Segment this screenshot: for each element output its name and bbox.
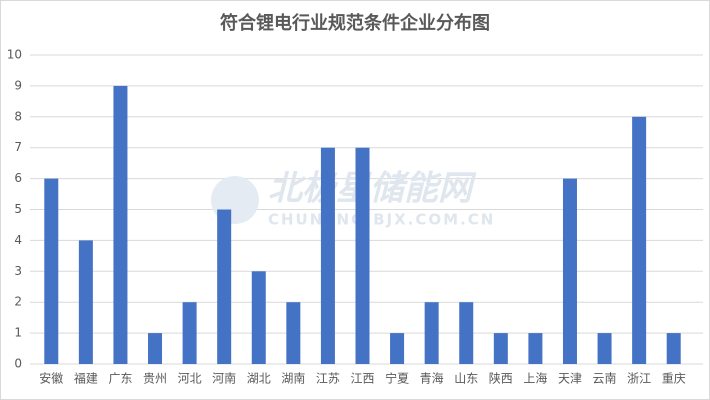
y-tick-label: 9 [14, 78, 22, 92]
x-tick-label: 上海 [523, 371, 547, 386]
x-tick-label: 陕西 [489, 371, 513, 386]
x-tick-label: 河南 [212, 371, 236, 386]
x-tick-label: 广东 [108, 372, 132, 386]
bar [390, 333, 405, 364]
y-tick-label: 0 [14, 357, 22, 371]
bar [217, 209, 232, 364]
x-tick-label: 天津 [558, 372, 582, 386]
bar [632, 116, 647, 364]
x-tick-label: 江苏 [316, 372, 340, 386]
bar [44, 178, 59, 364]
bar [355, 147, 370, 364]
x-tick-label: 湖北 [247, 371, 271, 386]
x-tick-label: 宁夏 [385, 371, 409, 386]
bar [424, 302, 439, 364]
y-tick-label: 10 [7, 48, 22, 62]
y-tick-label: 2 [14, 295, 22, 309]
bar [78, 240, 93, 364]
y-tick-label: 6 [14, 171, 22, 185]
y-tick-label: 8 [14, 109, 22, 123]
bar [597, 333, 612, 364]
x-tick-label: 安徽 [39, 371, 63, 386]
bar [148, 333, 163, 364]
x-tick-label: 湖南 [281, 371, 305, 386]
x-tick-label: 河北 [178, 372, 202, 386]
bar [320, 147, 335, 364]
bar [459, 302, 474, 364]
bar [251, 271, 266, 364]
bar [562, 178, 577, 364]
bar [113, 85, 128, 365]
x-tick-label: 江西 [350, 372, 374, 386]
bar [528, 333, 543, 364]
bar [493, 333, 508, 364]
x-tick-label: 山东 [454, 372, 478, 386]
y-tick-label: 3 [14, 264, 22, 278]
x-tick-label: 贵州 [143, 372, 167, 386]
y-tick-label: 4 [14, 233, 22, 247]
y-tick-label: 7 [14, 140, 22, 154]
bar [286, 302, 301, 364]
x-tick-label: 青海 [420, 371, 444, 386]
y-tick-label: 1 [14, 326, 22, 340]
x-tick-label: 重庆 [662, 372, 686, 386]
x-tick-label: 云南 [593, 371, 617, 386]
watermark-url: CHUNENG.BJX.COM.CN [268, 211, 495, 229]
bar [182, 302, 197, 364]
y-tick-label: 5 [14, 202, 22, 216]
watermark: 北极星储能网 [268, 169, 477, 209]
x-tick-label: 福建 [74, 371, 98, 386]
chart-title: 符合锂电行业规范条件企业分布图 [220, 12, 490, 34]
bar [666, 333, 681, 364]
x-tick-label: 浙江 [627, 372, 651, 386]
